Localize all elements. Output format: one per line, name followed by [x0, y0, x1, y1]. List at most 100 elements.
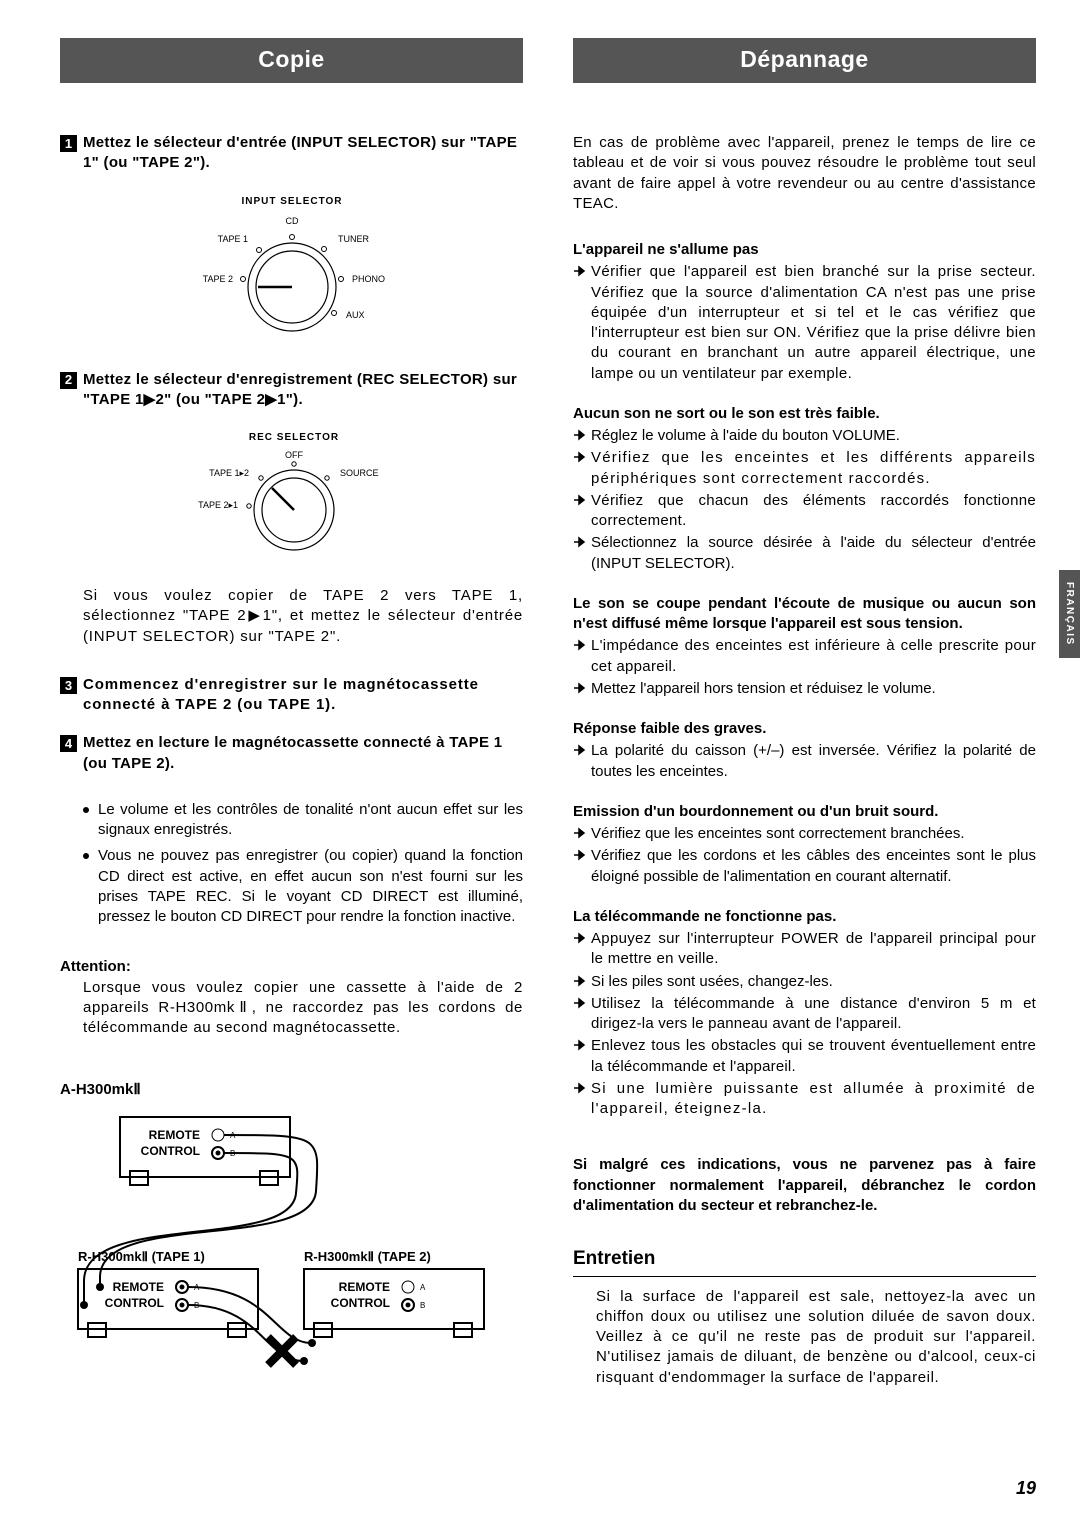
issue-text: L'impédance des enceintes est inférieure… — [591, 636, 1036, 677]
label-aux: AUX — [346, 310, 365, 320]
label-phono: PHONO — [352, 274, 385, 284]
arrow-icon — [573, 1038, 587, 1077]
step-4-text: Mettez en lecture le magnétocassette con… — [83, 733, 523, 774]
left-section-header: Copie — [60, 38, 523, 83]
remote-label: REMOTE — [149, 1128, 200, 1142]
issue-item: Enlevez tous les obstacles qui se trouve… — [573, 1036, 1036, 1077]
issue-title: Emission d'un bourdonnement ou d'un brui… — [573, 802, 1036, 822]
issue-item: Vérifier que l'appareil est bien branché… — [573, 262, 1036, 384]
input-selector-diagram: INPUT SELECTOR CD TUNER PHONO A — [60, 192, 523, 342]
issue-block: L'appareil ne s'allume pas Vérifier que … — [573, 240, 1036, 384]
issue-text: Vérifiez que les enceintes et les différ… — [591, 448, 1036, 489]
issue-text: Vérifier que l'appareil est bien branché… — [591, 262, 1036, 384]
notes-list: Le volume et les contrôles de tonalité n… — [60, 800, 523, 928]
svg-text:A: A — [420, 1283, 426, 1292]
arrow-icon — [573, 848, 587, 887]
step-3-text: Commencez d'enregistrer sur le magnétoca… — [83, 675, 523, 716]
bullet-icon — [83, 807, 89, 813]
issue-title: La télécommande ne fonctionne pas. — [573, 907, 1036, 927]
final-bold-notice: Si malgré ces indications, vous ne parve… — [573, 1155, 1036, 1216]
attention-body: Lorsque vous voulez copier une cassette … — [60, 978, 523, 1039]
issue-title: Le son se coupe pendant l'écoute de musi… — [573, 594, 1036, 635]
step-1-text: Mettez le sélecteur d'entrée (INPUT SELE… — [83, 133, 523, 174]
note-text: Vous ne pouvez pas enregistrer (ou copie… — [98, 846, 523, 927]
issue-item: Vérifiez que les enceintes sont correcte… — [573, 824, 1036, 844]
issue-item: Si les piles sont usées, changez-les. — [573, 972, 1036, 992]
remote-label: REMOTE — [113, 1280, 164, 1294]
label-tape12: TAPE 1▸2 — [209, 468, 249, 478]
bullet-icon — [83, 853, 89, 859]
issue-item: Réglez le volume à l'aide du bouton VOLU… — [573, 426, 1036, 446]
issue-item: L'impédance des enceintes est inférieure… — [573, 636, 1036, 677]
arrow-icon — [573, 450, 587, 489]
issue-item: Mettez l'appareil hors tension et réduis… — [573, 679, 1036, 699]
step-1: 1 Mettez le sélecteur d'entrée (INPUT SE… — [60, 133, 523, 174]
control-label: CONTROL — [141, 1144, 200, 1158]
arrow-icon — [573, 826, 587, 844]
issue-title: Aucun son ne sort ou le son est très fai… — [573, 404, 1036, 424]
issue-item: Vérifiez que chacun des éléments raccord… — [573, 491, 1036, 532]
issue-block: Emission d'un bourdonnement ou d'un brui… — [573, 802, 1036, 887]
rec-selector-title: REC SELECTOR — [248, 432, 338, 443]
issue-text: Utilisez la télécommande à une distance … — [591, 994, 1036, 1035]
step-2: 2 Mettez le sélecteur d'enregistrement (… — [60, 370, 523, 411]
arrow-icon — [573, 681, 587, 699]
language-tab: FRANÇAIS — [1059, 570, 1080, 658]
issue-item: Appuyez sur l'interrupteur POWER de l'ap… — [573, 929, 1036, 970]
label-tuner: TUNER — [338, 234, 369, 244]
issue-text: Réglez le volume à l'aide du bouton VOLU… — [591, 426, 900, 446]
issue-title: Réponse faible des graves. — [573, 719, 1036, 739]
issue-item: Utilisez la télécommande à une distance … — [573, 994, 1036, 1035]
issue-block: Le son se coupe pendant l'écoute de musi… — [573, 594, 1036, 699]
label-tape21: TAPE 2▸1 — [198, 500, 238, 510]
label-tape1: TAPE 1 — [217, 234, 247, 244]
tape1-label: R-H300mkⅡ (TAPE 1) — [78, 1249, 205, 1264]
step-3-number: 3 — [60, 677, 77, 694]
issue-text: Vérifiez que chacun des éléments raccord… — [591, 491, 1036, 532]
arrow-icon — [573, 1081, 587, 1120]
issue-block: Réponse faible des graves. La polarité d… — [573, 719, 1036, 782]
entretien-title: Entretien — [573, 1246, 1036, 1277]
issue-text: Appuyez sur l'interrupteur POWER de l'ap… — [591, 929, 1036, 970]
step-4: 4 Mettez en lecture le magnétocassette c… — [60, 733, 523, 774]
label-off: OFF — [285, 450, 303, 460]
rec-selector-diagram: REC SELECTOR OFF SOURCE TAPE 1▸2 TAPE 2▸… — [60, 428, 523, 558]
issue-item: Sélectionnez la source désirée à l'aide … — [573, 533, 1036, 574]
arrow-icon — [573, 996, 587, 1035]
arrow-icon — [573, 974, 587, 992]
arrow-icon — [573, 931, 587, 970]
issue-text: Si les piles sont usées, changez-les. — [591, 972, 833, 992]
wiring-diagram: REMOTE CONTROL A B R-H300mkⅡ (TAPE 1) RE… — [60, 1111, 523, 1377]
label-tape2: TAPE 2 — [202, 274, 232, 284]
issue-text: Vérifiez que les enceintes sont correcte… — [591, 824, 965, 844]
step-1-number: 1 — [60, 135, 77, 152]
label-cd: CD — [285, 216, 298, 226]
attention-title: Attention: — [60, 957, 523, 977]
arrow-icon — [573, 638, 587, 677]
issue-block: Aucun son ne sort ou le son est très fai… — [573, 404, 1036, 574]
tape2-label: R-H300mkⅡ (TAPE 2) — [304, 1249, 431, 1264]
step-2-number: 2 — [60, 372, 77, 389]
issue-text: Vérifiez que les cordons et les câbles d… — [591, 846, 1036, 887]
wiring-title: A-H300mkⅡ — [60, 1080, 523, 1100]
entretien-body: Si la surface de l'appareil est sale, ne… — [573, 1287, 1036, 1388]
note-item: Vous ne pouvez pas enregistrer (ou copie… — [83, 846, 523, 927]
arrow-icon — [573, 428, 587, 446]
issue-item: La polarité du caisson (+/–) est inversé… — [573, 741, 1036, 782]
page-body: Copie 1 Mettez le sélecteur d'entrée (IN… — [60, 38, 1036, 1388]
input-selector-title: INPUT SELECTOR — [241, 196, 342, 207]
step-2-note: Si vous voulez copier de TAPE 2 vers TAP… — [60, 586, 523, 647]
control-label: CONTROL — [105, 1296, 164, 1310]
remote-label: REMOTE — [339, 1280, 390, 1294]
label-source: SOURCE — [340, 468, 379, 478]
issue-text: Si une lumière puissante est allumée à p… — [591, 1079, 1036, 1120]
right-column: Dépannage En cas de problème avec l'appa… — [573, 38, 1036, 1388]
control-label: CONTROL — [331, 1296, 390, 1310]
issue-item: Si une lumière puissante est allumée à p… — [573, 1079, 1036, 1120]
right-section-header: Dépannage — [573, 38, 1036, 83]
step-4-number: 4 — [60, 735, 77, 752]
issue-item: Vérifiez que les cordons et les câbles d… — [573, 846, 1036, 887]
troubleshoot-intro: En cas de problème avec l'appareil, pren… — [573, 133, 1036, 214]
arrow-icon — [573, 264, 587, 384]
issue-title: L'appareil ne s'allume pas — [573, 240, 1036, 260]
